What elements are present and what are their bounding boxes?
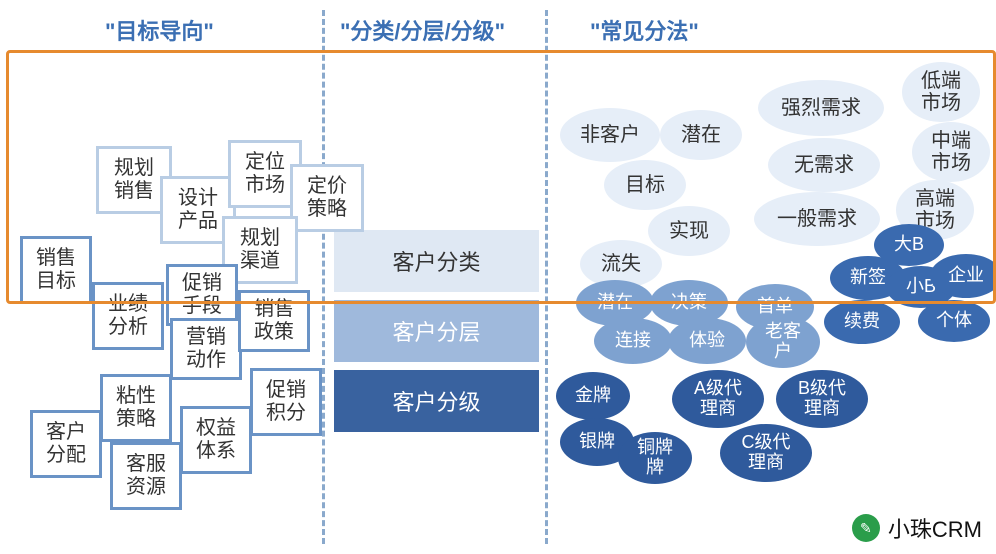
row-classify: 客户分类 [334, 230, 539, 292]
row-level: 客户分级 [334, 370, 539, 432]
divider-1 [322, 10, 325, 544]
b-sticky-strategy: 粘性策略 [100, 374, 172, 442]
e-strong-need: 强烈需求 [758, 80, 884, 136]
b-promo-method: 促销手段 [166, 264, 238, 326]
b-sales-policy: 销售政策 [238, 290, 310, 352]
e-indiv: 个体 [918, 300, 990, 342]
e-target: 目标 [604, 160, 686, 210]
watermark-icon: ✎ [852, 514, 880, 542]
e-realize: 实现 [648, 206, 730, 256]
e-exp: 体验 [668, 318, 746, 364]
diagram-stage: "目标导向" "分类/分层/分级" "常见分法" 客户分类客户分层客户分级 规划… [0, 0, 996, 554]
e-mid-mkt: 中端市场 [912, 122, 990, 182]
e-agentC: C级代理商 [720, 424, 812, 482]
b-sales-target: 销售目标 [20, 236, 92, 304]
e-bronze: 铜牌牌 [618, 432, 692, 484]
e-agentA: A级代理商 [672, 370, 764, 428]
b-service-res: 客服资源 [110, 442, 182, 510]
e-bigB: 大B [874, 224, 944, 266]
e-connect: 连接 [594, 318, 672, 364]
header-goal: "目标导向" [105, 14, 214, 46]
e-low-mkt: 低端市场 [902, 62, 980, 122]
b-cust-alloc: 客户分配 [30, 410, 102, 478]
header-layer: "分类/分层/分级" [340, 14, 505, 46]
b-price-strategy: 定价策略 [290, 164, 364, 232]
watermark: ✎ 小珠CRM [852, 512, 982, 544]
b-rights-sys: 权益体系 [180, 406, 252, 474]
watermark-text: 小珠CRM [888, 512, 982, 544]
e-renew: 续费 [824, 300, 900, 344]
e-potential: 潜在 [660, 110, 742, 160]
row-layer: 客户分层 [334, 300, 539, 362]
e-no-need: 无需求 [768, 138, 880, 192]
b-perf-analysis: 业绩分析 [92, 282, 164, 350]
header-common: "常见分法" [590, 14, 699, 46]
e-gold: 金牌 [556, 372, 630, 420]
divider-2 [545, 10, 548, 544]
e-normal-need: 一般需求 [754, 192, 880, 246]
b-mkt-action: 营销动作 [170, 318, 242, 380]
e-noncust: 非客户 [560, 108, 660, 162]
e-agentB: B级代理商 [776, 370, 868, 428]
e-ent: 企业 [930, 254, 996, 298]
e-old: 老客户 [746, 316, 820, 368]
b-promo-points: 促销积分 [250, 368, 322, 436]
